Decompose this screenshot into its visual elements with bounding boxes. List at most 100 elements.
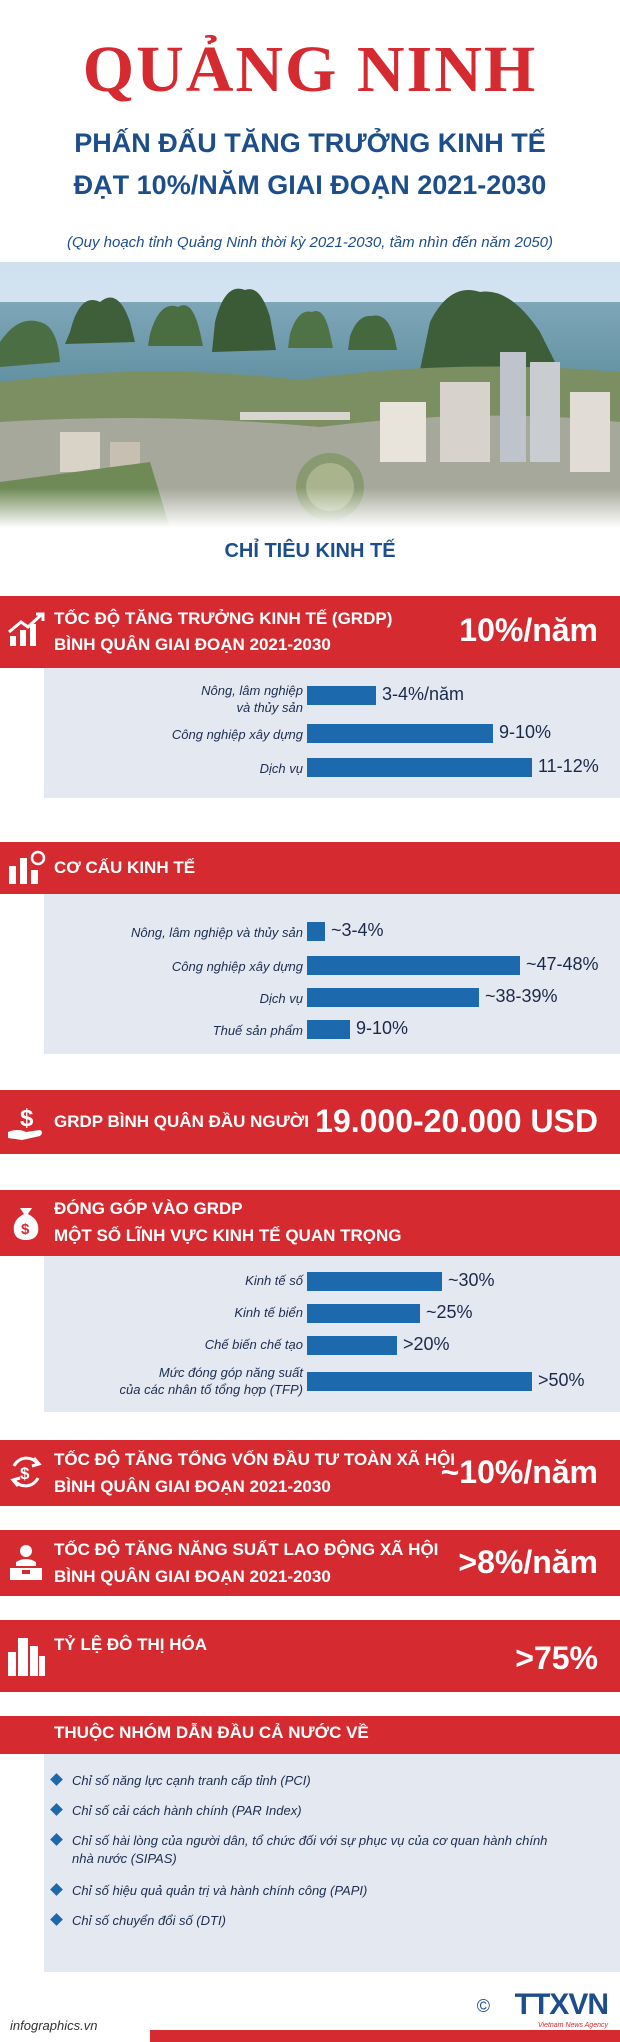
bar-value: >20%	[403, 1334, 450, 1354]
grdp-row: Công nghiệp xây dựng 9-10%	[44, 722, 620, 748]
contribution-band: $ ĐÓNG GÓP VÀO GRDP MỘT SỐ LĨNH VỰC KINH…	[0, 1190, 620, 1256]
site-link[interactable]: infographics.vn	[10, 2018, 98, 2033]
urbanization-label: TỶ LỆ ĐÔ THỊ HÓA	[54, 1635, 207, 1654]
bar-label: Dịch vụ	[259, 991, 303, 1006]
per-capita-label: GRDP BÌNH QUÂN ĐẦU NGƯỜI	[54, 1112, 309, 1131]
per-capita-band: $ GRDP BÌNH QUÂN ĐẦU NGƯỜI 19.000-20.000…	[0, 1090, 620, 1154]
structure-row: Thuế sản phẩm 9-10%	[44, 1018, 620, 1046]
growth-chart-icon	[6, 610, 46, 655]
urbanization-value: >75%	[515, 1640, 598, 1676]
contribution-panel: Kinh tế số ~30% Kinh tế biển ~25% Chế bi…	[44, 1256, 620, 1412]
section-title: CHỈ TIÊU KINH TẾ	[224, 540, 396, 562]
bar-label: Công nghiệp xây dựng	[171, 959, 303, 974]
copyright-icon: ©	[476, 1996, 490, 2016]
urbanization-band: TỶ LỆ ĐÔ THỊ HÓA >75%	[0, 1620, 620, 1692]
productivity-value: >8%/năm	[458, 1544, 598, 1580]
bar-value: ~3-4%	[331, 920, 384, 940]
contribution-bar	[307, 1372, 532, 1391]
contribution-row: Mức đóng góp năng suất của các nhân tố tổ…	[44, 1365, 620, 1397]
bar-value: ~47-48%	[526, 954, 599, 974]
leading-list: Chỉ số năng lực cạnh tranh cấp tỉnh (PCI…	[44, 1754, 620, 1972]
list-item: Chỉ số hài lòng của người dân, tổ chức đ…	[50, 1832, 572, 1868]
investment-label-2: BÌNH QUÂN GIAI ĐOẠN 2021-2030	[54, 1477, 331, 1496]
contribution-label-2: MỘT SỐ LĨNH VỰC KINH TẾ QUAN TRỌNG	[54, 1226, 402, 1245]
svg-text:$: $	[20, 1464, 30, 1483]
dollar-cycle-icon: $	[6, 1452, 46, 1497]
list-item: Chỉ số năng lực cạnh tranh cấp tỉnh (PCI…	[50, 1772, 572, 1790]
grdp-bar	[307, 686, 376, 705]
structure-row: Dịch vụ ~38-39%	[44, 986, 620, 1014]
structure-panel: Nông, lâm nghiệp và thủy sản ~3-4% Công …	[44, 894, 620, 1054]
bar-label: Nông, lâm nghiệp và thủy sản	[201, 683, 303, 715]
list-item: Chỉ số chuyển đổi số (DTI)	[50, 1912, 572, 1930]
structure-bar	[307, 988, 479, 1007]
list-item: Chỉ số hiệu quả quản trị và hành chính c…	[50, 1882, 572, 1900]
money-hand-icon: $	[6, 1102, 46, 1147]
bar-label: Dịch vụ	[259, 761, 303, 776]
page-title: QUẢNG NINH	[82, 33, 538, 106]
grdp-row: Nông, lâm nghiệp và thủy sản 3-4%/năm	[44, 683, 620, 715]
grdp-growth-label-1: TỐC ĐỘ TĂNG TRƯỞNG KINH TẾ (GRDP)	[54, 609, 393, 628]
bar-label: Kinh tế số	[245, 1273, 303, 1288]
investment-band: $ TỐC ĐỘ TĂNG TỔNG VỐN ĐẦU TƯ TOÀN XÃ HỘ…	[0, 1440, 620, 1506]
grdp-bar	[307, 724, 493, 743]
svg-text:$: $	[21, 1221, 30, 1238]
logo-slogan: Vietnam News Agency	[537, 2022, 608, 2029]
grdp-growth-label-2: BÌNH QUÂN GIAI ĐOẠN 2021-2030	[54, 635, 331, 654]
structure-band: CƠ CẤU KINH TẾ	[0, 842, 620, 894]
grdp-growth-band: TỐC ĐỘ TĂNG TRƯỞNG KINH TẾ (GRDP) BÌNH Q…	[0, 596, 620, 668]
agency-logo: © TTXVN Vietnam News Agency	[477, 1988, 609, 2029]
bar-label: Kinh tế biển	[234, 1305, 303, 1320]
bar-label: Công nghiệp xây dựng	[171, 727, 303, 742]
bar-label: Chế biến chế tạo	[204, 1337, 303, 1352]
contribution-row: Chế biến chế tạo >20%	[44, 1334, 620, 1360]
grdp-bar	[307, 758, 532, 777]
structure-bar	[307, 1020, 350, 1039]
money-bag-icon: $	[6, 1202, 46, 1247]
bar-label: Mức đóng góp năng suất của các nhân tố tổ…	[119, 1365, 303, 1397]
bar-value: 11-12%	[538, 756, 599, 776]
contribution-bar	[307, 1272, 442, 1291]
contribution-label-1: ĐÓNG GÓP VÀO GRDP	[54, 1199, 243, 1218]
leading-band: THUỘC NHÓM DẪN ĐẦU CẢ NƯỚC VỀ	[0, 1716, 620, 1754]
bar-label: Thuế sản phẩm	[212, 1023, 303, 1038]
structure-row: Nông, lâm nghiệp và thủy sản ~3-4%	[44, 920, 620, 948]
bar-label: Nông, lâm nghiệp và thủy sản	[131, 925, 303, 940]
bar-value: ~25%	[426, 1302, 473, 1322]
productivity-band: TỐC ĐỘ TĂNG NĂNG SUẤT LAO ĐỘNG XÃ HỘI BÌ…	[0, 1530, 620, 1596]
structure-bar	[307, 956, 520, 975]
bar-value: ~38-39%	[485, 986, 558, 1006]
leading-title: THUỘC NHÓM DẪN ĐẦU CẢ NƯỚC VỀ	[54, 1723, 369, 1742]
investment-value: ~10%/năm	[440, 1454, 598, 1490]
bar-value: >50%	[538, 1370, 585, 1390]
economy-structure-icon	[6, 850, 46, 891]
structure-bar	[307, 922, 325, 941]
per-capita-value: 19.000-20.000 USD	[315, 1103, 598, 1139]
worker-icon	[6, 1542, 46, 1587]
bar-value: 9-10%	[356, 1018, 409, 1038]
footer-strip	[150, 2030, 620, 2042]
grdp-row: Dịch vụ 11-12%	[44, 756, 620, 782]
source-note: (Quy hoạch tỉnh Quảng Ninh thời kỳ 2021-…	[66, 234, 554, 251]
subtitle-line-1: PHẤN ĐẤU TĂNG TRƯỞNG KINH TẾ	[74, 128, 546, 158]
photo-fade	[0, 488, 620, 528]
grdp-growth-value: 10%/năm	[459, 612, 598, 648]
svg-text:$: $	[20, 1105, 34, 1132]
grdp-growth-panel: Nông, lâm nghiệp và thủy sản 3-4%/năm Côn…	[44, 668, 620, 798]
bar-value: ~30%	[448, 1270, 495, 1290]
investment-label-1: TỐC ĐỘ TĂNG TỔNG VỐN ĐẦU TƯ TOÀN XÃ HỘI	[54, 1450, 456, 1469]
contribution-bar	[307, 1336, 397, 1355]
contribution-bar	[307, 1304, 420, 1323]
contribution-row: Kinh tế số ~30%	[44, 1270, 620, 1296]
productivity-label-2: BÌNH QUÂN GIAI ĐOẠN 2021-2030	[54, 1567, 331, 1586]
header: QUẢNG NINH PHẤN ĐẤU TĂNG TRƯỞNG KINH TẾ …	[0, 0, 620, 260]
structure-row: Công nghiệp xây dựng ~47-48%	[44, 954, 620, 982]
bar-value: 9-10%	[499, 722, 552, 742]
productivity-label-1: TỐC ĐỘ TĂNG NĂNG SUẤT LAO ĐỘNG XÃ HỘI	[54, 1540, 439, 1559]
structure-label: CƠ CẤU KINH TẾ	[54, 858, 196, 877]
bar-value: 3-4%/năm	[382, 684, 465, 704]
subtitle-line-2: ĐẠT 10%/NĂM GIAI ĐOẠN 2021-2030	[73, 170, 547, 200]
contribution-row: Kinh tế biển ~25%	[44, 1302, 620, 1328]
city-icon	[6, 1634, 46, 1683]
list-item: Chỉ số cải cách hành chính (PAR Index)	[50, 1802, 572, 1820]
